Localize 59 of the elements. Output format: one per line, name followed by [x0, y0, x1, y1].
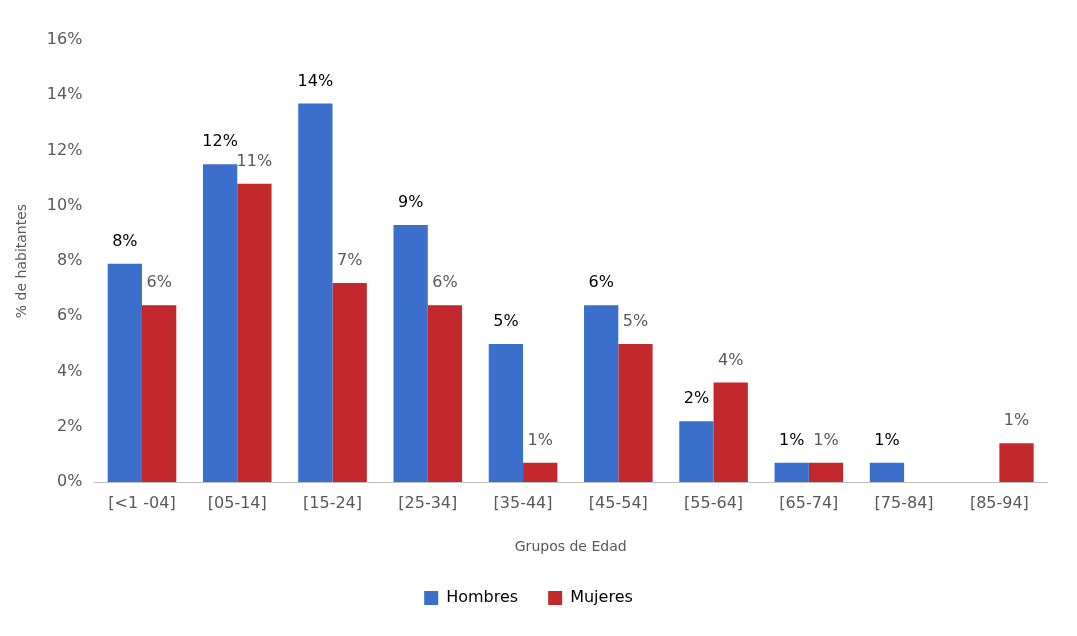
bar	[141, 305, 177, 482]
bar	[427, 305, 463, 482]
bar	[393, 225, 428, 482]
data-label: 1%	[874, 429, 900, 449]
bar	[679, 421, 714, 482]
legend-label: Hombres	[446, 587, 519, 607]
bar	[618, 343, 653, 482]
x-tick-label: [65-74]	[779, 492, 839, 512]
data-label: 12%	[202, 131, 238, 151]
data-label: 6%	[432, 272, 458, 292]
bar	[808, 462, 844, 482]
bar	[523, 462, 558, 482]
data-label: 8%	[112, 230, 138, 250]
x-axis-title: Grupos de Edad	[514, 538, 627, 555]
x-tick-label: [15-24]	[303, 492, 363, 512]
bar	[332, 283, 367, 482]
y-tick-label: 12%	[46, 139, 83, 159]
bar	[202, 164, 238, 482]
x-tick-label: [<1 -04]	[108, 492, 176, 512]
y-tick-label: 2%	[56, 415, 83, 435]
data-label: 6%	[146, 272, 172, 292]
x-tick-label: [45-54]	[588, 492, 648, 512]
x-tick-label: [55-64]	[684, 492, 744, 512]
data-label: 11%	[236, 150, 273, 170]
y-axis-title: % de habitantes	[13, 203, 30, 319]
y-tick-label: 0%	[56, 471, 83, 491]
y-tick-label: 4%	[56, 360, 83, 380]
x-tick-label: [85-94]	[969, 492, 1029, 512]
bar	[298, 103, 333, 482]
data-label: 14%	[297, 70, 334, 90]
bar	[107, 263, 142, 482]
data-label: 4%	[718, 349, 744, 369]
data-label: 2%	[683, 388, 710, 408]
y-tick-label: 16%	[46, 29, 83, 49]
legend-label: Mujeres	[570, 587, 633, 607]
data-label: 5%	[622, 311, 649, 331]
x-tick-label: [05-14]	[207, 492, 267, 512]
x-tick-label: [25-34]	[398, 492, 458, 512]
y-tick-label: 14%	[46, 84, 83, 104]
bar	[999, 443, 1034, 482]
bar	[774, 462, 809, 482]
bar	[584, 305, 619, 482]
data-label: 1%	[1003, 410, 1030, 430]
data-label: 1%	[813, 429, 839, 449]
y-tick-label: 8%	[56, 250, 83, 270]
data-label: 7%	[336, 250, 363, 270]
bar	[869, 462, 905, 482]
data-label: 6%	[588, 272, 614, 292]
y-tick-label: 6%	[56, 305, 83, 325]
x-tick-label: [35-44]	[493, 492, 553, 512]
data-label: 5%	[493, 311, 519, 331]
bar	[237, 183, 272, 482]
data-label: 1%	[527, 429, 553, 449]
bar	[713, 382, 748, 482]
data-label: 1%	[779, 429, 805, 449]
bar	[488, 343, 524, 482]
x-tick-label: [75-84]	[874, 492, 934, 512]
data-label: 9%	[397, 192, 424, 212]
y-tick-label: 10%	[46, 194, 83, 214]
